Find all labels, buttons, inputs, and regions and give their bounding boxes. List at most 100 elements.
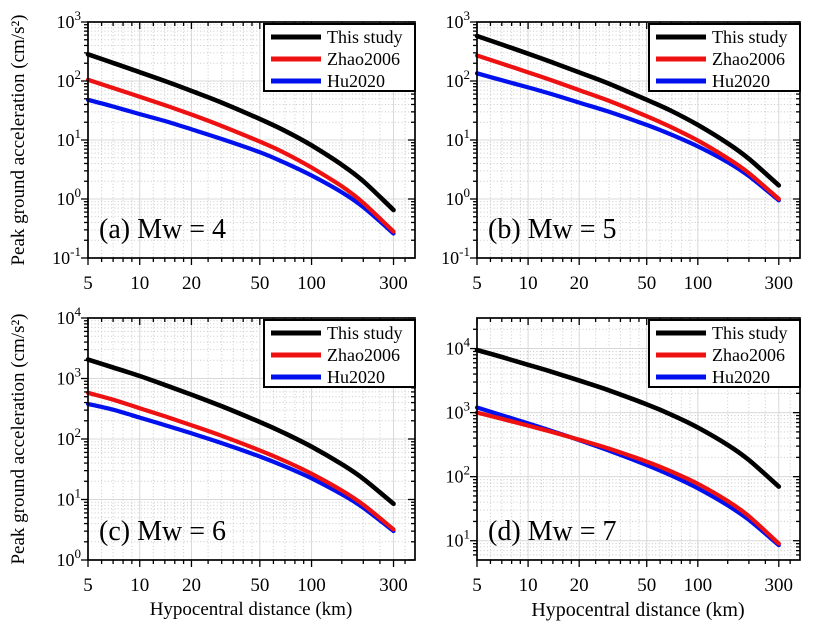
svg-text:103: 103: [57, 365, 82, 389]
legend-label: This study: [712, 27, 788, 47]
svg-text:100: 100: [297, 273, 326, 294]
legend-label: This study: [712, 323, 788, 343]
svg-text:50: 50: [637, 575, 656, 596]
legend-label: Hu2020: [712, 71, 770, 91]
legend-label: Zhao2006: [327, 49, 400, 69]
axis-ticks: [81, 317, 415, 567]
svg-text:101: 101: [57, 486, 82, 510]
panel-label: (a) Mw = 4: [99, 214, 226, 245]
legend-label: Zhao2006: [712, 49, 785, 69]
svg-text:10-1: 10-1: [441, 244, 470, 268]
svg-text:102: 102: [446, 463, 471, 487]
svg-text:300: 300: [765, 273, 794, 294]
panel-a: 5 10 20 50 100 300 103 102 101 100 10-1 (a) Mw = 4 T…: [52, 8, 416, 294]
curve-zhao2006: [85, 390, 396, 532]
legend-entry-hu2020: Hu2020: [271, 71, 385, 91]
svg-text:50: 50: [250, 273, 269, 294]
svg-text:50: 50: [637, 273, 656, 294]
legend-label: This study: [327, 323, 403, 343]
legend-label: Zhao2006: [327, 345, 400, 365]
legend-entry-this-study: This study: [271, 27, 403, 47]
x-tick-labels: 5 10 20 50 100 300: [472, 575, 793, 596]
svg-text:103: 103: [446, 399, 471, 423]
x-tick-labels: 5 10 20 50 100 300: [83, 575, 408, 596]
svg-text:102: 102: [57, 67, 82, 91]
legend-label: Zhao2006: [712, 345, 785, 365]
curve-hu2020: [474, 71, 781, 203]
legend-entry-this-study: This study: [656, 27, 788, 47]
panel-label: (c) Mw = 6: [99, 516, 226, 547]
curve-this-study: [85, 357, 396, 507]
panel-c: 5 10 20 50 100 300 104 103 102 101 100 (c) Mw = 6 Th…: [57, 304, 416, 596]
svg-text:102: 102: [57, 425, 82, 449]
svg-text:103: 103: [446, 8, 471, 32]
curve-this-study: [474, 33, 782, 188]
curve-hu2020: [85, 401, 396, 534]
svg-text:104: 104: [446, 335, 471, 359]
curve-zhao2006: [474, 410, 781, 546]
svg-text:20: 20: [182, 273, 201, 294]
svg-text:20: 20: [570, 273, 589, 294]
legend-entry-zhao2006: Zhao2006: [271, 49, 400, 69]
legend-label: Hu2020: [327, 367, 385, 387]
x-axis-title-left: Hypocentral distance (km): [149, 599, 353, 620]
svg-text:10: 10: [519, 273, 538, 294]
panel-label: (b) Mw = 5: [488, 214, 617, 245]
legend-entry-hu2020: Hu2020: [656, 71, 770, 91]
y-axis-title-row1: Peak ground acceleration (cm/s²): [8, 14, 29, 266]
curve-zhao2006: [85, 77, 396, 234]
y-tick-labels: 103 102 101 100 10-1: [52, 8, 81, 268]
svg-text:10: 10: [519, 575, 538, 596]
y-axis-title-row2: Peak ground acceleration (cm/s²): [8, 313, 29, 565]
legend-entry-hu2020: Hu2020: [656, 367, 770, 387]
grid: [477, 318, 800, 560]
svg-text:300: 300: [765, 575, 794, 596]
legend-label: Hu2020: [327, 71, 385, 91]
svg-text:20: 20: [570, 575, 589, 596]
svg-text:5: 5: [472, 575, 482, 596]
curve-this-study: [474, 347, 782, 489]
y-tick-labels: 104 103 102 101: [446, 335, 471, 551]
curve-hu2020: [474, 405, 781, 548]
svg-text:102: 102: [446, 67, 471, 91]
x-tick-labels: 5 10 20 50 100 300: [472, 273, 793, 294]
svg-text:100: 100: [684, 273, 713, 294]
legend-entry-zhao2006: Zhao2006: [656, 49, 785, 69]
svg-text:104: 104: [57, 304, 82, 328]
svg-text:5: 5: [472, 273, 482, 294]
svg-text:100: 100: [57, 185, 82, 209]
svg-text:100: 100: [446, 185, 471, 209]
svg-text:50: 50: [250, 575, 269, 596]
svg-text:100: 100: [297, 575, 326, 596]
svg-text:10-1: 10-1: [52, 244, 81, 268]
legend-entry-zhao2006: Zhao2006: [656, 345, 785, 365]
legend-label: This study: [327, 27, 403, 47]
curve-this-study: [85, 52, 396, 213]
curve-hu2020: [85, 97, 396, 236]
legend-label: Hu2020: [712, 367, 770, 387]
svg-text:5: 5: [83, 273, 93, 294]
y-tick-labels: 104 103 102 101 100: [57, 304, 82, 570]
y-tick-labels: 103 102 101 100 10-1: [441, 8, 470, 268]
svg-text:10: 10: [130, 575, 149, 596]
svg-text:300: 300: [379, 575, 408, 596]
svg-text:101: 101: [446, 527, 471, 551]
panel-label: (d) Mw = 7: [488, 516, 617, 547]
x-axis-title-right: Hypocentral distance (km): [531, 599, 745, 621]
svg-text:10: 10: [130, 273, 149, 294]
svg-text:300: 300: [379, 273, 408, 294]
x-tick-labels: 5 10 20 50 100 300: [83, 273, 408, 294]
legend-entry-this-study: This study: [656, 323, 788, 343]
legend-entry-zhao2006: Zhao2006: [271, 345, 400, 365]
svg-text:5: 5: [83, 575, 93, 596]
panel-d: 5 10 20 50 100 300 104 103 102 101 (d) Mw = 7 This …: [446, 317, 801, 596]
legend-entry-hu2020: Hu2020: [271, 367, 385, 387]
panel-b: 5 10 20 50 100 300 103 102 101 100 10-1 (b) Mw = 5 T…: [441, 8, 801, 294]
curve-zhao2006: [474, 53, 781, 202]
